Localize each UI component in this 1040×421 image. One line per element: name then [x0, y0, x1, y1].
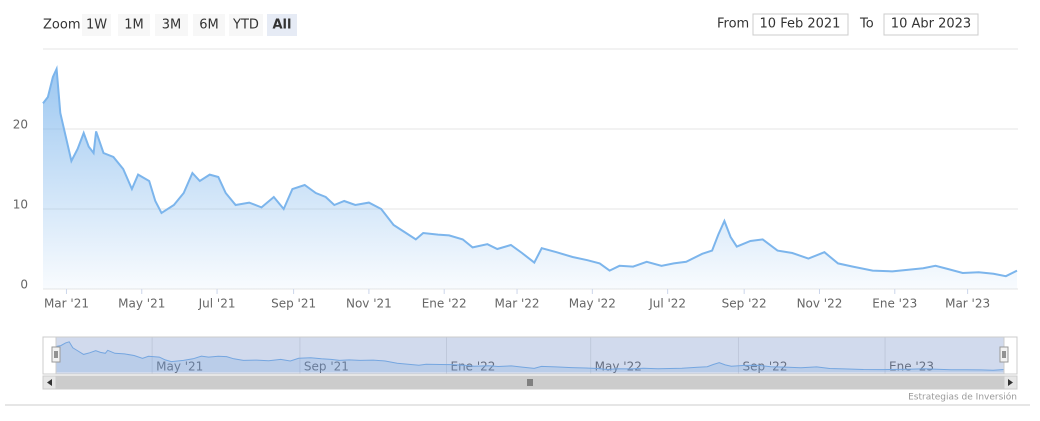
line	[55, 341, 1005, 371]
line	[42, 65, 1018, 278]
area-fill	[43, 69, 1017, 289]
zoom-button-bg[interactable]	[229, 14, 263, 36]
from-label: From	[717, 17, 749, 32]
zoom-button[interactable]: 3M	[162, 18, 182, 33]
zoom-button-bg[interactable]	[82, 14, 111, 36]
zoom-button[interactable]: 1M	[124, 18, 144, 33]
x-tick-label: Nov '22	[797, 297, 843, 311]
to-input[interactable]: 10 Abr 2023	[891, 17, 971, 32]
x-tick-label: May '22	[569, 297, 616, 311]
navigator-handle[interactable]	[51, 346, 61, 363]
from-input[interactable]: 10 Feb 2021	[760, 17, 841, 32]
zoom-button-bg[interactable]	[267, 14, 297, 36]
navigator-tick-label: May '21	[156, 360, 203, 374]
y-tick-label: 20	[13, 118, 28, 132]
x-tick-label: Ene '23	[872, 297, 917, 311]
x-tick-label: Nov '21	[346, 297, 392, 311]
arrow-right	[1008, 379, 1013, 386]
x-tick-label: Jul '22	[648, 297, 686, 311]
area-fill	[56, 341, 1004, 372]
navigator-mask	[55, 336, 1005, 375]
x-tick-label: Mar '21	[44, 297, 89, 311]
navigator-tick-label: Sep '21	[304, 360, 349, 374]
zoom-label: Zoom	[43, 18, 80, 33]
x-tick-label: Sep '22	[722, 297, 767, 311]
y-tick-label: 10	[13, 198, 28, 212]
to-label: To	[859, 17, 874, 32]
x-tick-label: Mar '23	[945, 297, 990, 311]
from-input-box[interactable]	[752, 13, 849, 36]
y-tick-label: 0	[20, 278, 28, 292]
navigator-tick-label: Ene '23	[889, 360, 934, 374]
zoom-button-bg[interactable]	[193, 14, 225, 36]
x-tick-label: Sep '21	[271, 297, 316, 311]
zoom-button[interactable]: All	[273, 18, 292, 33]
x-tick-label: Ene '22	[422, 297, 467, 311]
navigator-tick-label: May '22	[595, 360, 642, 374]
x-tick-label: Jul '21	[198, 297, 236, 311]
credits: Estrategias de Inversión	[908, 392, 1017, 403]
zoom-button-bg[interactable]	[118, 14, 150, 36]
navigator-handle[interactable]	[999, 346, 1009, 363]
zoom-button-bg[interactable]	[155, 14, 188, 36]
zoom-button[interactable]: 1W	[86, 18, 107, 33]
zoom-button[interactable]: 6M	[199, 18, 219, 33]
x-tick-label: Mar '22	[495, 297, 540, 311]
arrow-left	[47, 379, 52, 386]
zoom-button[interactable]: YTD	[232, 18, 259, 33]
to-input-box[interactable]	[883, 13, 979, 36]
x-tick-label: May '21	[118, 297, 165, 311]
